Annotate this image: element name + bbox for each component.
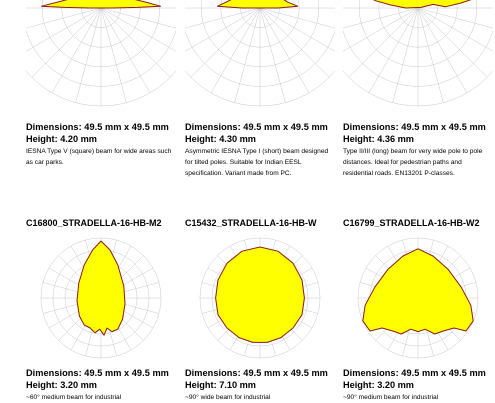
height-text: Height: 4.36 mm (343, 134, 414, 144)
grid-spoke (100, 7, 176, 52)
polar-grid (26, 0, 176, 107)
beam-distribution-shape (215, 246, 305, 343)
grid-spoke (185, 7, 261, 29)
polar-grid (185, 0, 335, 107)
grid-spoke (417, 7, 468, 94)
height-text: Height: 4.30 mm (185, 134, 256, 144)
beam-distribution-shape (362, 248, 474, 335)
grid-spoke (26, 7, 102, 29)
light-distribution-chart (357, 237, 479, 359)
dimensions-text: Dimensions: 49.5 mm x 49.5 mm (343, 122, 486, 132)
grid-spoke (417, 7, 493, 29)
grid-spoke (259, 7, 330, 78)
grid-spoke (100, 7, 176, 29)
polar-diagram (26, 0, 176, 112)
grid-spoke (259, 7, 335, 52)
description-text: IESNA Type V (square) beam for wide area… (26, 148, 172, 166)
description-text: Type II/III (long) beam for very wide po… (343, 148, 483, 177)
dimensions-text: Dimensions: 49.5 mm x 49.5 mm (185, 368, 328, 378)
grid-spoke (75, 7, 102, 103)
light-distribution-chart (185, 0, 335, 107)
polar-diagram (26, 236, 176, 366)
grid-spoke (343, 7, 419, 29)
dimensions-text: Dimensions: 49.5 mm x 49.5 mm (26, 368, 169, 378)
beam-distribution-shape (76, 240, 126, 336)
grid-spoke (185, 7, 261, 52)
light-distribution-chart (343, 0, 493, 107)
grid-spoke (392, 7, 419, 103)
beam-distribution-shape (217, 0, 299, 9)
grid-spoke (368, 7, 419, 94)
dimensions-text: Dimensions: 49.5 mm x 49.5 mm (185, 122, 328, 132)
product-code: C16799_STRADELLA-16-HB-W2 (343, 218, 480, 228)
beam-distribution-shape (41, 0, 161, 9)
description-text: ~90° wide beam for industrial (185, 394, 271, 401)
polar-diagram (185, 0, 335, 112)
height-text: Height: 4.20 mm (26, 134, 97, 144)
polar-grid (343, 0, 493, 107)
light-distribution-chart (26, 0, 176, 107)
grid-spoke (100, 7, 171, 78)
light-distribution-chart (199, 237, 321, 359)
beam-distribution-shape (372, 0, 472, 9)
grid-spoke (100, 7, 127, 103)
grid-spoke (259, 7, 286, 103)
height-text: Height: 7.10 mm (185, 380, 256, 390)
height-text: Height: 3.20 mm (343, 380, 414, 390)
polar-diagram (343, 0, 493, 112)
description-text: Asymmetric IESNA Type I (short) beam des… (185, 148, 329, 177)
grid-spoke (259, 7, 335, 29)
grid-spoke (348, 7, 419, 78)
grid-spoke (343, 7, 419, 52)
polar-diagram (185, 236, 335, 366)
grid-spoke (100, 7, 151, 94)
grid-spoke (26, 7, 102, 52)
product-code: C15432_STRADELLA-16-HB-W (185, 218, 317, 228)
grid-spoke (417, 7, 444, 103)
grid-spoke (417, 7, 493, 52)
description-text: ~90° medium beam for industrial (343, 394, 439, 401)
grid-spoke (234, 7, 261, 103)
description-text: ~60° medium beam for industrial (26, 394, 122, 401)
grid-spoke (190, 7, 261, 78)
light-distribution-chart (40, 237, 162, 359)
grid-spoke (259, 7, 310, 94)
polar-diagram (343, 236, 493, 366)
dimensions-text: Dimensions: 49.5 mm x 49.5 mm (343, 368, 486, 378)
grid-spoke (210, 7, 261, 94)
grid-spoke (31, 7, 102, 78)
product-code: C16800_STRADELLA-16-HB-M2 (26, 218, 162, 228)
height-text: Height: 3.20 mm (26, 380, 97, 390)
grid-spoke (51, 7, 102, 94)
dimensions-text: Dimensions: 49.5 mm x 49.5 mm (26, 122, 169, 132)
grid-spoke (417, 7, 488, 78)
